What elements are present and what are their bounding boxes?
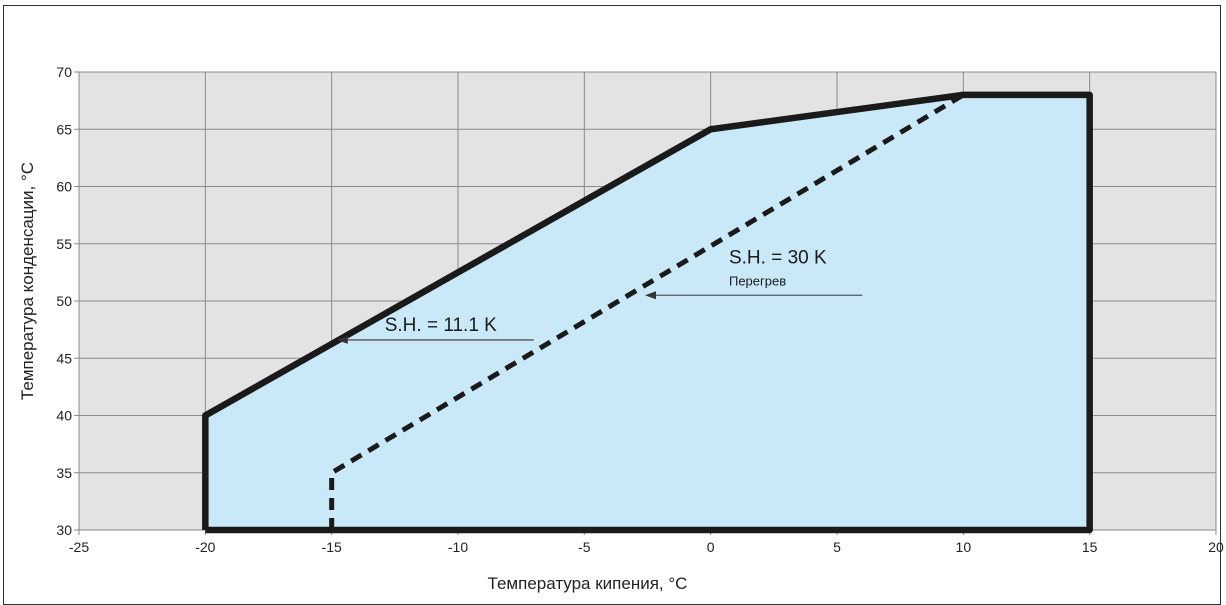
y-tick-label: 55 bbox=[56, 236, 72, 252]
y-tick-label: 70 bbox=[56, 64, 72, 80]
annotation-label-2: S.H. = 30 K bbox=[729, 247, 827, 268]
x-tick-label: -15 bbox=[322, 539, 342, 555]
annotations: S.H. = 11.1 K S.H. = 30 K Перегрев bbox=[336, 247, 863, 344]
x-tick-label: -20 bbox=[195, 539, 215, 555]
y-tick-label: 30 bbox=[56, 522, 72, 538]
annotation-sublabel-2: Перегрев bbox=[729, 273, 786, 288]
y-tick-label: 65 bbox=[56, 121, 72, 137]
x-tick-label: -10 bbox=[448, 539, 468, 555]
annotation-arrowhead-2 bbox=[644, 291, 656, 300]
x-axis-label: Температура кипения, °C bbox=[488, 574, 688, 593]
x-tick-label: -25 bbox=[69, 539, 89, 555]
y-tick-label: 40 bbox=[56, 408, 72, 424]
y-tick-label: 45 bbox=[56, 350, 72, 366]
y-tick-label: 50 bbox=[56, 293, 72, 309]
y-axis-label: Температура конденсации, °C bbox=[18, 162, 37, 400]
series-line-2 bbox=[329, 92, 965, 530]
x-tick-label: 15 bbox=[1082, 539, 1098, 555]
x-tick-label: 5 bbox=[833, 539, 841, 555]
series-line-1 bbox=[202, 91, 1093, 534]
tick-labels: -25 -20 -15 -10 -5 0 5 10 15 20 30 35 40 45 50 55 60 65 70 bbox=[56, 64, 1224, 555]
envelope-area bbox=[205, 94, 1090, 531]
annotation-arrowhead-1 bbox=[336, 335, 348, 344]
x-tick-label: 20 bbox=[1208, 539, 1224, 555]
y-tick-label: 35 bbox=[56, 465, 72, 481]
x-tick-label: 10 bbox=[956, 539, 972, 555]
series-lines bbox=[202, 91, 1093, 534]
y-tick-label: 60 bbox=[56, 179, 72, 195]
x-tick-label: -5 bbox=[578, 539, 591, 555]
annotation-label-1: S.H. = 11.1 K bbox=[385, 315, 497, 336]
x-tick-label: 0 bbox=[707, 539, 715, 555]
